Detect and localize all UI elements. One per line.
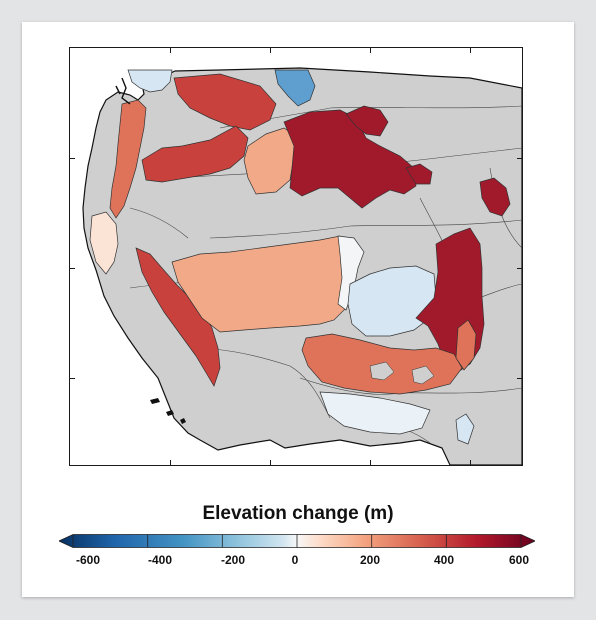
tick-right xyxy=(517,378,522,379)
puget-sound-coast xyxy=(115,77,131,105)
tick-bottom xyxy=(270,460,271,465)
region-n-rockies xyxy=(173,73,277,131)
region-upper-columbia xyxy=(274,69,316,107)
colorbar-label-600: 600 xyxy=(508,553,530,567)
colorbar-label-neg400: -400 xyxy=(147,553,173,567)
region-montana-island xyxy=(405,163,433,185)
colorbar-label-0: 0 xyxy=(291,553,299,567)
tick-top xyxy=(470,48,471,53)
region-sacramento xyxy=(455,413,475,445)
colorbar xyxy=(59,534,535,548)
tick-bottom xyxy=(470,460,471,465)
region-bighorn xyxy=(345,105,389,137)
mogollon-hole-b xyxy=(411,365,435,385)
region-great-basin xyxy=(171,235,351,333)
region-sky-islands xyxy=(319,391,431,435)
colorbar-title: Elevation change (m) xyxy=(202,503,394,524)
colorbar-label-neg600: -600 xyxy=(75,553,101,567)
tick-left xyxy=(70,268,75,269)
tick-bottom xyxy=(370,460,371,465)
region-sierra xyxy=(135,247,221,387)
colorbar-label-neg200: -200 xyxy=(220,553,246,567)
region-black-hills xyxy=(479,177,511,217)
tick-top xyxy=(170,48,171,53)
tick-left xyxy=(70,158,75,159)
region-snake xyxy=(141,125,249,183)
region-central-idaho xyxy=(243,127,297,195)
tick-top xyxy=(370,48,371,53)
mogollon-hole-a xyxy=(369,361,395,381)
tick-right xyxy=(517,158,522,159)
tick-right xyxy=(517,268,522,269)
channel-islands xyxy=(150,398,186,424)
region-sangre xyxy=(455,319,477,371)
map-panel xyxy=(69,47,523,466)
figure-card: Elevation change (m) xyxy=(22,22,574,597)
colorbar-ticks xyxy=(72,534,522,548)
tick-top xyxy=(270,48,271,53)
region-puget xyxy=(127,69,173,93)
region-coast-range xyxy=(89,211,119,275)
region-cascades xyxy=(109,99,147,219)
colorbar-label-200: 200 xyxy=(359,553,381,567)
tick-bottom xyxy=(170,460,171,465)
tick-left xyxy=(70,378,75,379)
colorbar-label-400: 400 xyxy=(433,553,455,567)
western-us-map xyxy=(82,67,522,465)
